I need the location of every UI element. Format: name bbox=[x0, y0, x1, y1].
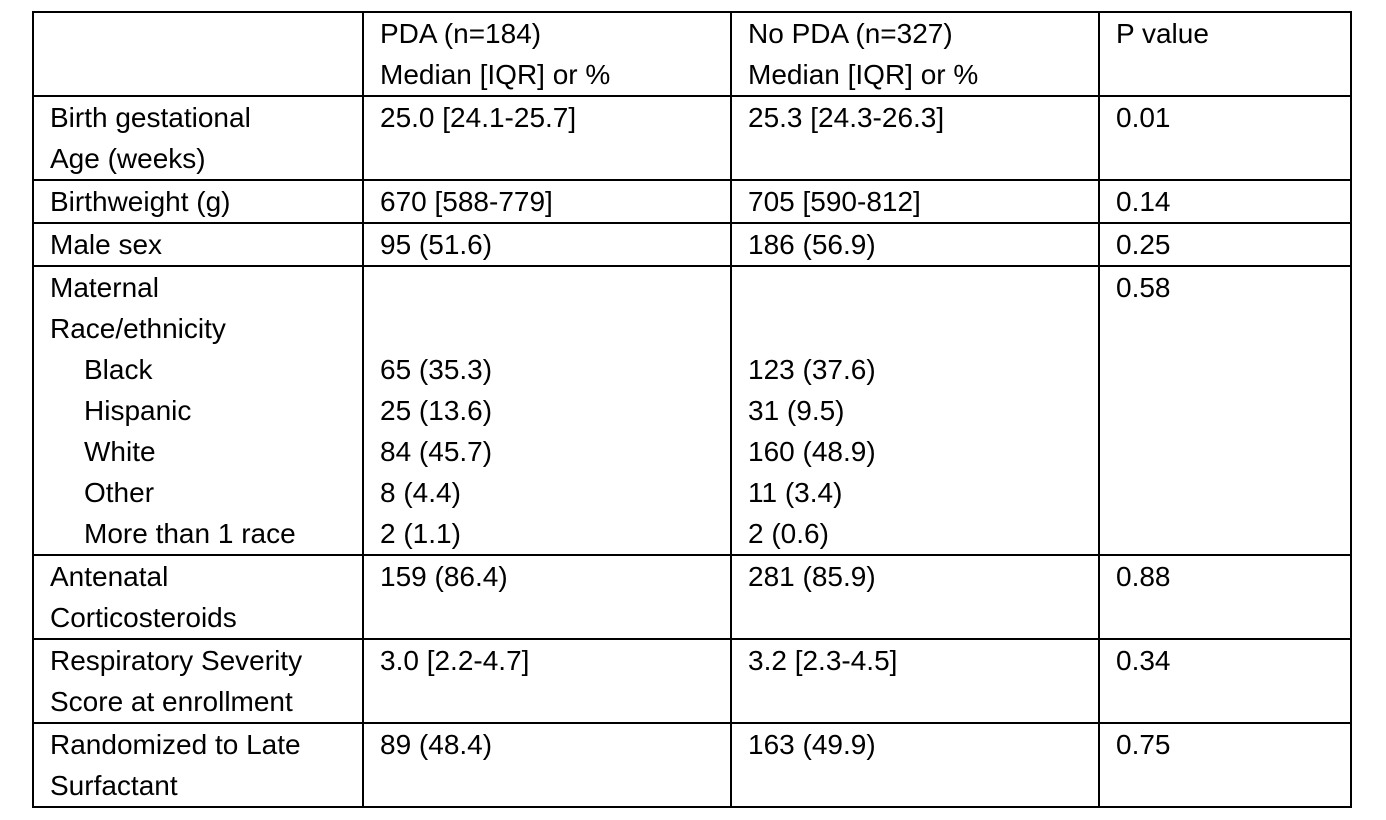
row-label-line: Corticosteroids bbox=[50, 602, 237, 633]
header-cell-pda: PDA (n=184) Median [IQR] or % bbox=[362, 11, 732, 97]
row-label-line: Randomized to Late bbox=[50, 729, 301, 760]
row-label-line: Birth gestational bbox=[50, 102, 251, 133]
no-pda-value-cell: 705 [590-812] bbox=[730, 179, 1100, 224]
p-value: 0.34 bbox=[1116, 645, 1171, 676]
p-value: 0.25 bbox=[1116, 229, 1171, 260]
race-sub-label: Hispanic bbox=[84, 395, 192, 426]
race-pda-value: 65 (35.3) bbox=[380, 354, 493, 385]
no-pda-value: 186 (56.9) bbox=[748, 229, 876, 260]
header-p-value-label: P value bbox=[1116, 18, 1209, 49]
p-value-cell: 0.14 bbox=[1098, 179, 1352, 224]
pda-value: 25.0 [24.1-25.7] bbox=[380, 102, 577, 133]
no-pda-value-cell: 25.3 [24.3-26.3] bbox=[730, 95, 1100, 181]
race-sub-label: Other bbox=[84, 477, 155, 508]
race-pda-value: 8 (4.4) bbox=[380, 477, 461, 508]
race-no-pda-cell: 123 (37.6) 31 (9.5) 160 (48.9) 11 (3.4) … bbox=[730, 265, 1100, 556]
header-row: PDA (n=184) Median [IQR] or % No PDA (n=… bbox=[32, 11, 1352, 97]
row-label-cell: Birth gestational Age (weeks) bbox=[32, 95, 364, 181]
table-row: Birth gestational Age (weeks) 25.0 [24.1… bbox=[32, 95, 1352, 181]
no-pda-value-cell: 163 (49.9) bbox=[730, 722, 1100, 808]
pda-value: 670 [588-779] bbox=[380, 186, 553, 217]
p-value: 0.14 bbox=[1116, 186, 1171, 217]
row-label-cell: Male sex bbox=[32, 222, 364, 267]
header-cell-empty bbox=[32, 11, 364, 97]
race-no-pda-value: 2 (0.6) bbox=[748, 518, 829, 549]
pda-value-cell: 159 (86.4) bbox=[362, 554, 732, 640]
race-no-pda-value: 160 (48.9) bbox=[748, 436, 876, 467]
pda-value: 95 (51.6) bbox=[380, 229, 493, 260]
table-row: Birthweight (g) 670 [588-779] 705 [590-8… bbox=[32, 179, 1352, 224]
no-pda-value: 25.3 [24.3-26.3] bbox=[748, 102, 945, 133]
table-row: Antenatal Corticosteroids 159 (86.4) 281… bbox=[32, 554, 1352, 640]
race-no-pda-value: 11 (3.4) bbox=[748, 477, 843, 508]
p-value: 0.75 bbox=[1116, 729, 1171, 760]
demographics-table: PDA (n=184) Median [IQR] or % No PDA (n=… bbox=[32, 11, 1352, 808]
no-pda-value-cell: 186 (56.9) bbox=[730, 222, 1100, 267]
race-pda-value: 2 (1.1) bbox=[380, 518, 461, 549]
no-pda-value: 281 (85.9) bbox=[748, 561, 876, 592]
race-label-line: Race/ethnicity bbox=[50, 313, 226, 344]
row-label-cell: Birthweight (g) bbox=[32, 179, 364, 224]
spacer-line bbox=[748, 267, 1082, 308]
p-value-cell: 0.25 bbox=[1098, 222, 1352, 267]
no-pda-value-cell: 281 (85.9) bbox=[730, 554, 1100, 640]
race-no-pda-value: 31 (9.5) bbox=[748, 395, 845, 426]
race-pda-value: 25 (13.6) bbox=[380, 395, 493, 426]
p-value-cell: 0.01 bbox=[1098, 95, 1352, 181]
pda-value: 159 (86.4) bbox=[380, 561, 508, 592]
header-no-pda-title: No PDA (n=327) bbox=[748, 18, 953, 49]
row-label-line: Age (weeks) bbox=[50, 143, 206, 174]
race-label-cell: Maternal Race/ethnicity Black Hispanic W… bbox=[32, 265, 364, 556]
p-value: 0.88 bbox=[1116, 561, 1171, 592]
row-label-line: Male sex bbox=[50, 229, 163, 260]
header-pda-title: PDA (n=184) bbox=[380, 18, 542, 49]
p-value: 0.58 bbox=[1116, 272, 1171, 303]
row-label-line: Antenatal bbox=[50, 561, 169, 592]
p-value-cell: 0.75 bbox=[1098, 722, 1352, 808]
pda-value-cell: 95 (51.6) bbox=[362, 222, 732, 267]
p-value: 0.01 bbox=[1116, 102, 1171, 133]
race-sub-label: Black bbox=[84, 354, 153, 385]
race-pda-cell: 65 (35.3) 25 (13.6) 84 (45.7) 8 (4.4) 2 … bbox=[362, 265, 732, 556]
header-no-pda-subtitle: Median [IQR] or % bbox=[748, 59, 979, 90]
table-row: Randomized to Late Surfactant 89 (48.4) … bbox=[32, 722, 1352, 808]
row-label-line: Respiratory Severity bbox=[50, 645, 303, 676]
race-pda-value: 84 (45.7) bbox=[380, 436, 493, 467]
header-cell-p-value: P value bbox=[1098, 11, 1352, 97]
row-label-line: Birthweight (g) bbox=[50, 186, 231, 217]
row-label-line: Score at enrollment bbox=[50, 686, 293, 717]
header-pda-subtitle: Median [IQR] or % bbox=[380, 59, 611, 90]
pda-value-cell: 25.0 [24.1-25.7] bbox=[362, 95, 732, 181]
p-value-cell: 0.34 bbox=[1098, 638, 1352, 724]
race-sub-label: More than 1 race bbox=[84, 518, 296, 549]
race-sub-label: White bbox=[84, 436, 156, 467]
header-cell-no-pda: No PDA (n=327) Median [IQR] or % bbox=[730, 11, 1100, 97]
pda-value: 3.0 [2.2-4.7] bbox=[380, 645, 530, 676]
spacer-line bbox=[380, 267, 714, 308]
pda-value-cell: 89 (48.4) bbox=[362, 722, 732, 808]
spacer-line bbox=[380, 308, 714, 349]
race-no-pda-value: 123 (37.6) bbox=[748, 354, 876, 385]
p-value-cell: 0.88 bbox=[1098, 554, 1352, 640]
table-row: Male sex 95 (51.6) 186 (56.9) 0.25 bbox=[32, 222, 1352, 267]
race-ethnicity-row: Maternal Race/ethnicity Black Hispanic W… bbox=[32, 265, 1352, 556]
row-label-line: Surfactant bbox=[50, 770, 178, 801]
row-label-cell: Randomized to Late Surfactant bbox=[32, 722, 364, 808]
no-pda-value: 3.2 [2.3-4.5] bbox=[748, 645, 898, 676]
race-label-line: Maternal bbox=[50, 272, 159, 303]
spacer-line bbox=[748, 308, 1082, 349]
no-pda-value-cell: 3.2 [2.3-4.5] bbox=[730, 638, 1100, 724]
no-pda-value: 705 [590-812] bbox=[748, 186, 921, 217]
race-p-value-cell: 0.58 bbox=[1098, 265, 1352, 556]
no-pda-value: 163 (49.9) bbox=[748, 729, 876, 760]
pda-value-cell: 670 [588-779] bbox=[362, 179, 732, 224]
row-label-cell: Respiratory Severity Score at enrollment bbox=[32, 638, 364, 724]
row-label-cell: Antenatal Corticosteroids bbox=[32, 554, 364, 640]
pda-value-cell: 3.0 [2.2-4.7] bbox=[362, 638, 732, 724]
table-row: Respiratory Severity Score at enrollment… bbox=[32, 638, 1352, 724]
pda-value: 89 (48.4) bbox=[380, 729, 493, 760]
